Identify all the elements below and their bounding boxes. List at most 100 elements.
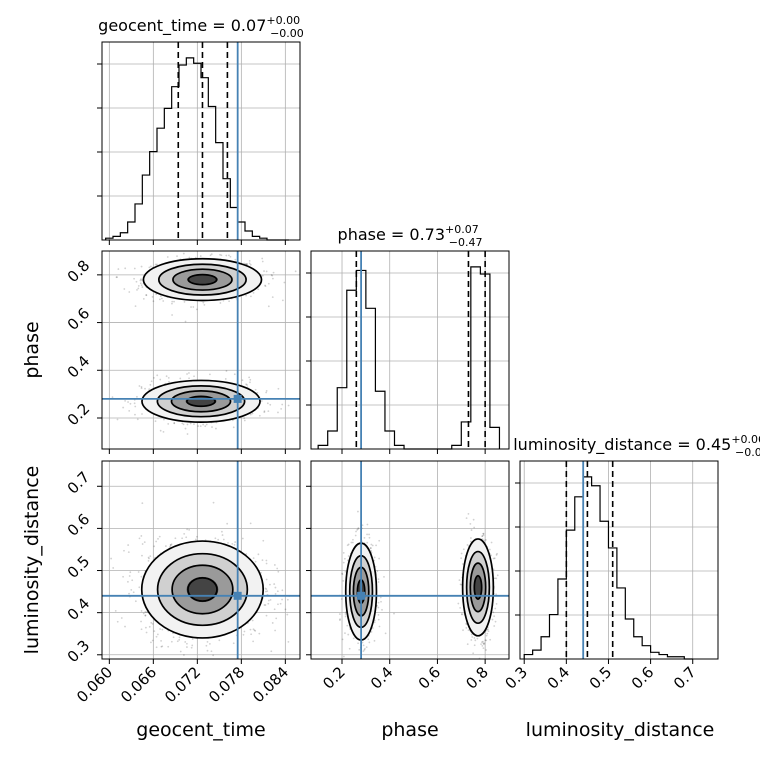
sample-point — [241, 379, 244, 382]
sample-point — [465, 627, 468, 629]
sample-point — [470, 639, 473, 641]
sample-point — [123, 288, 126, 290]
sample-point — [357, 527, 360, 529]
sample-point — [281, 589, 284, 592]
panel-content — [102, 461, 300, 666]
panel-frame — [310, 250, 510, 450]
x-tick-label: 0.7 — [670, 663, 700, 693]
sample-point — [157, 537, 159, 540]
sample-point — [140, 628, 143, 631]
sample-point — [267, 599, 270, 602]
contour-line — [170, 390, 232, 413]
sample-point — [186, 646, 188, 648]
sample-point — [130, 589, 133, 591]
sample-point — [377, 613, 380, 616]
panel-frame — [310, 460, 510, 660]
sample-point — [275, 617, 278, 620]
sample-point — [265, 270, 268, 273]
sample-point — [111, 396, 114, 399]
sample-point — [99, 267, 101, 269]
sample-point — [220, 254, 223, 257]
sample-point — [481, 644, 484, 647]
sample-point — [257, 553, 260, 556]
sample-point — [159, 628, 162, 630]
sample-point — [481, 535, 484, 537]
sample-point — [465, 623, 468, 626]
sample-point — [124, 625, 126, 628]
density-fill — [186, 576, 219, 603]
sample-point — [182, 252, 185, 255]
sample-point — [203, 303, 206, 306]
sample-point — [115, 276, 118, 279]
sample-point — [381, 608, 383, 611]
sample-point — [191, 638, 194, 640]
sample-point — [483, 643, 485, 646]
sample-point — [363, 536, 366, 539]
sample-point — [272, 277, 274, 280]
sample-point — [151, 639, 154, 642]
sample-point — [249, 522, 252, 525]
sample-point — [171, 300, 174, 303]
sample-point — [190, 646, 193, 649]
sample-point — [140, 387, 143, 390]
sample-point — [378, 557, 381, 560]
sample-point — [493, 625, 496, 627]
sample-point — [378, 625, 381, 628]
sample-point — [476, 637, 479, 640]
sample-point — [144, 626, 147, 629]
sample-point — [484, 639, 487, 642]
sample-point — [393, 612, 395, 615]
sample-point — [147, 556, 150, 559]
sample-point — [192, 306, 195, 308]
sample-point — [377, 581, 380, 583]
sample-point — [269, 583, 271, 586]
sample-point — [273, 583, 276, 585]
sample-point — [284, 608, 287, 611]
sample-point — [217, 538, 220, 541]
contour-line — [187, 577, 218, 602]
sample-point — [220, 664, 222, 666]
sample-point — [369, 547, 372, 550]
sample-point — [267, 410, 270, 413]
sample-point — [369, 546, 372, 549]
sample-point — [370, 543, 373, 546]
sample-point — [482, 532, 485, 535]
sample-point — [495, 554, 498, 556]
sample-point — [459, 606, 462, 609]
sample-point — [242, 633, 245, 636]
sample-point — [373, 639, 376, 642]
sample-point — [139, 282, 142, 285]
sample-point — [484, 539, 487, 541]
sample-point — [161, 645, 164, 648]
sample-point — [228, 300, 231, 303]
sample-point — [127, 580, 129, 583]
sample-point — [153, 545, 156, 548]
sample-point — [110, 557, 113, 560]
y-tick-label: 0.2 — [64, 400, 94, 430]
sample-point — [367, 638, 370, 641]
sample-point — [241, 537, 244, 540]
title-sub: −0.05 — [735, 446, 760, 459]
sample-point — [181, 537, 184, 540]
sample-point — [204, 663, 206, 665]
contour-line — [172, 268, 233, 291]
sample-point — [140, 575, 143, 578]
sample-point — [493, 615, 496, 618]
sample-point — [183, 654, 185, 656]
sample-point — [140, 265, 143, 268]
sample-point — [490, 541, 493, 544]
hist-panel-geocent_time: geocent_time = 0.07+0.00 −0.00 — [97, 14, 304, 245]
sample-point — [134, 405, 137, 408]
sample-point — [123, 549, 125, 552]
sample-point — [184, 641, 187, 643]
sample-point — [136, 289, 138, 291]
sample-point — [245, 294, 247, 297]
sample-point — [481, 641, 483, 644]
sample-point — [487, 630, 490, 633]
sample-point — [116, 620, 119, 623]
sample-point — [346, 559, 349, 562]
sample-point — [344, 613, 347, 615]
sample-point — [481, 535, 484, 538]
y-tick-label: 0.5 — [64, 552, 94, 582]
sample-point — [179, 377, 182, 380]
